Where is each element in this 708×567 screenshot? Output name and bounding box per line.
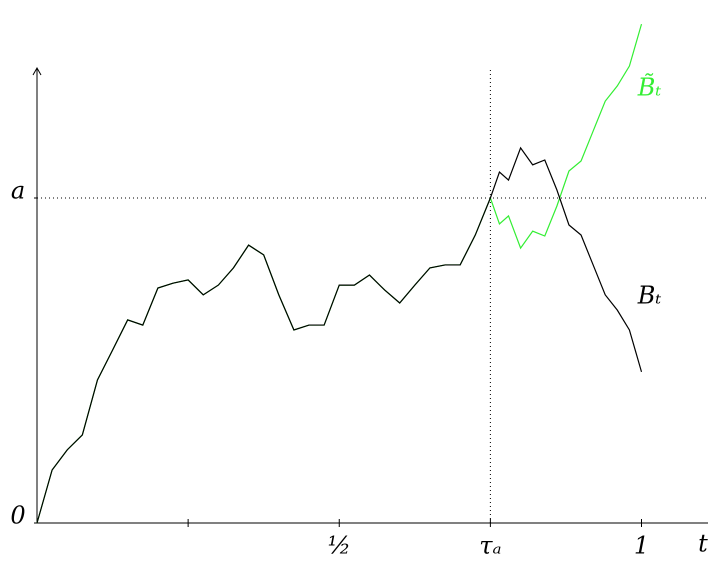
x-axis-label: t [698,530,708,558]
x-tick-label: ½ [328,532,351,560]
x-tick-label: 1 [634,532,649,560]
series-line [36,23,643,524]
y-tick-label: 0 [10,502,25,530]
x-tick-label: τₐ [479,532,501,560]
series-line [36,146,643,524]
y-axis-arrow [32,66,42,76]
series-label: Bₜ [637,281,662,309]
y-tick-label: a [11,177,25,205]
series-label: B̃ₜ [637,73,662,101]
